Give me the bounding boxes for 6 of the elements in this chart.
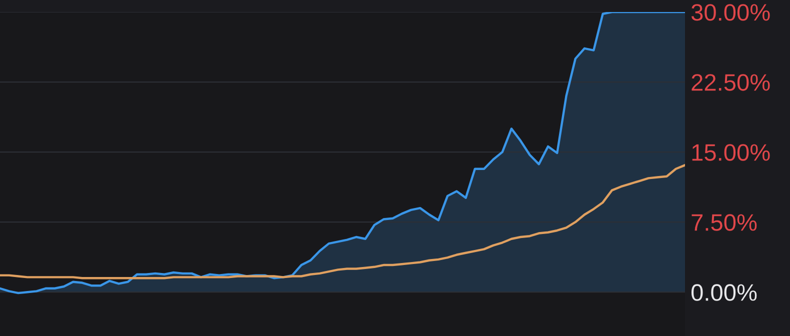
y-tick-label: 0.00% [691, 284, 757, 301]
y-tick-label: 30.00% [691, 4, 770, 21]
y-tick-label: 22.50% [692, 74, 770, 91]
y-tick-label: 15.00% [692, 144, 770, 161]
line-series [0, 164, 685, 280]
y-tick-label: 7.50% [692, 214, 757, 231]
